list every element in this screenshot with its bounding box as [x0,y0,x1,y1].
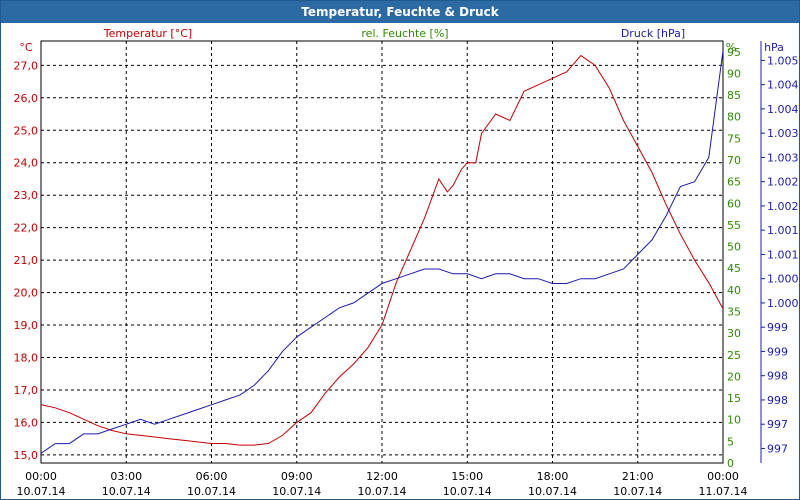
pressure-tick-label: 998 [767,394,788,407]
humidity-axis-title: rel. Feuchte [%] [361,27,448,40]
humidity-tick-label: 60 [727,197,741,210]
x-tick-time: 00:00 [25,470,57,483]
humidity-tick-label: 45 [727,262,741,275]
pressure-tick-label: 1.002 [767,200,799,213]
humidity-tick-label: 90 [727,67,741,80]
pressure-tick-label: 1.003 [767,151,799,164]
humidity-tick-label: 95 [727,46,741,59]
pressure-tick-label: 1.005 [767,54,799,67]
pressure-tick-label: 999 [767,345,788,358]
humidity-tick-label: 5 [727,435,734,448]
x-tick-time: 21:00 [622,470,654,483]
temp-tick-label: 25,0 [14,124,39,137]
humidity-tick-label: 15 [727,392,741,405]
pressure-tick-label: 1.003 [767,127,799,140]
humidity-tick-label: 10 [727,414,741,427]
x-tick-time: 06:00 [196,470,228,483]
x-tick-date: 10.07.14 [528,485,577,498]
humidity-tick-label: 70 [727,154,741,167]
temp-tick-label: 16,0 [14,416,39,429]
pressure-tick-label: 1.000 [767,297,799,310]
temp-tick-label: 22,0 [14,222,39,235]
temp-unit-label: °C [19,41,33,54]
humidity-tick-label: 80 [727,111,741,124]
x-tick-date: 10.07.14 [187,485,236,498]
humidity-tick-label: 40 [727,284,741,297]
chart-title: Temperatur, Feuchte & Druck [1,1,799,23]
temp-tick-label: 18,0 [14,352,39,365]
pressure-tick-label: 999 [767,321,788,334]
x-tick-time: 12:00 [366,470,398,483]
temp-tick-label: 24,0 [14,157,39,170]
temp-tick-label: 20,0 [14,287,39,300]
pressure-tick-label: 1.001 [767,248,799,261]
temp-tick-label: 26,0 [14,92,39,105]
x-tick-date: 10.07.14 [17,485,66,498]
humidity-tick-label: 25 [727,349,741,362]
humidity-tick-label: 30 [727,327,741,340]
humidity-tick-label: 85 [727,89,741,102]
x-tick-date: 11.07.14 [699,485,748,498]
temp-tick-label: 21,0 [14,254,39,267]
temp-tick-label: 15,0 [14,449,39,462]
x-tick-time: 09:00 [281,470,313,483]
x-tick-time: 15:00 [451,470,483,483]
pressure-tick-label: 1.002 [767,176,799,189]
x-tick-date: 10.07.14 [358,485,407,498]
pressure-tick-label: 997 [767,418,788,431]
humidity-tick-label: 0 [727,457,734,470]
humidity-tick-label: 65 [727,176,741,189]
temp-tick-label: 27,0 [14,59,39,72]
pressure-tick-label: 1.004 [767,79,799,92]
x-tick-date: 10.07.14 [102,485,151,498]
temp-axis-title: Temperatur [°C] [103,27,192,40]
temp-tick-label: 23,0 [14,189,39,202]
pressure-tick-label: 1.000 [767,273,799,286]
x-tick-time: 00:00 [707,470,739,483]
chart-svg: °C Temperatur [°C] rel. Feuchte [%] Druck [… [14,27,799,498]
pressure-tick-label: 997 [767,442,788,455]
humidity-tick-label: 20 [727,370,741,383]
x-tick-time: 18:00 [537,470,569,483]
plot-frame [40,40,724,464]
pressure-axis-title: Druck [hPa] [621,27,685,40]
temp-tick-label: 19,0 [14,319,39,332]
pressure-tick-label: 998 [767,370,788,383]
humidity-tick-label: 35 [727,306,741,319]
humidity-tick-label: 55 [727,219,741,232]
temp-tick-label: 17,0 [14,384,39,397]
x-tick-date: 10.07.14 [613,485,662,498]
pressure-tick-label: 1.001 [767,224,799,237]
series-line-temperatur [40,54,724,446]
humidity-tick-label: 75 [727,132,741,145]
pressure-unit-label: hPa [764,41,784,54]
humidity-tick-label: 50 [727,241,741,254]
x-tick-date: 10.07.14 [443,485,492,498]
x-tick-date: 10.07.14 [272,485,321,498]
x-tick-time: 03:00 [110,470,142,483]
humidity-unit-label: % [726,41,736,54]
pressure-tick-label: 1.004 [767,103,799,116]
series-line-druck [40,50,724,454]
